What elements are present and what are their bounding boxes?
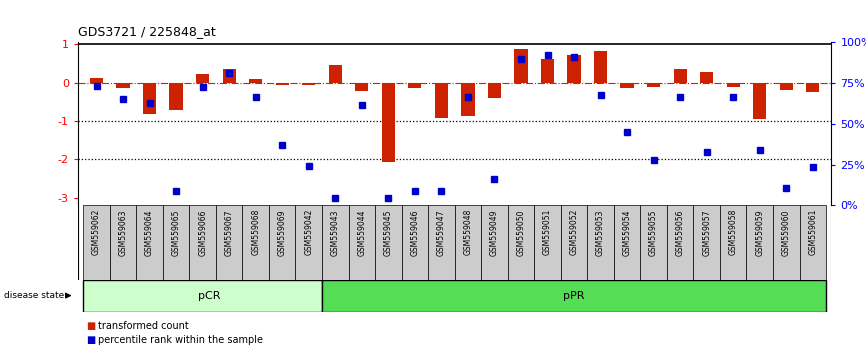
Text: GSM559053: GSM559053 bbox=[596, 209, 605, 256]
Text: GSM559061: GSM559061 bbox=[808, 209, 818, 256]
Bar bbox=[136, 205, 163, 280]
Text: GSM559064: GSM559064 bbox=[145, 209, 154, 256]
Bar bbox=[375, 205, 402, 280]
Text: GSM559042: GSM559042 bbox=[304, 209, 313, 256]
Text: GSM559065: GSM559065 bbox=[171, 209, 181, 256]
Bar bbox=[275, 83, 289, 85]
Bar bbox=[455, 205, 481, 280]
Text: GSM559062: GSM559062 bbox=[92, 209, 101, 256]
Bar bbox=[561, 205, 587, 280]
Text: GSM559056: GSM559056 bbox=[675, 209, 685, 256]
Text: GSM559046: GSM559046 bbox=[410, 209, 419, 256]
Text: GSM559063: GSM559063 bbox=[119, 209, 127, 256]
Text: GSM559067: GSM559067 bbox=[224, 209, 234, 256]
Text: GSM559048: GSM559048 bbox=[463, 209, 473, 256]
Text: GSM559044: GSM559044 bbox=[358, 209, 366, 256]
Text: pCR: pCR bbox=[198, 291, 221, 301]
Bar bbox=[773, 205, 799, 280]
Text: GSM559057: GSM559057 bbox=[702, 209, 711, 256]
Bar bbox=[806, 83, 819, 92]
Text: GSM559050: GSM559050 bbox=[516, 209, 526, 256]
Text: GSM559068: GSM559068 bbox=[251, 209, 260, 256]
Bar bbox=[402, 205, 428, 280]
Bar bbox=[694, 205, 720, 280]
Bar bbox=[90, 78, 103, 83]
Bar bbox=[83, 205, 110, 280]
Bar bbox=[116, 83, 130, 88]
Text: GSM559066: GSM559066 bbox=[198, 209, 207, 256]
Bar bbox=[720, 205, 746, 280]
Bar bbox=[674, 69, 687, 83]
Bar bbox=[514, 49, 527, 83]
Text: transformed count: transformed count bbox=[98, 321, 189, 331]
Bar bbox=[753, 83, 766, 119]
Bar bbox=[348, 205, 375, 280]
Bar bbox=[242, 205, 269, 280]
Text: GSM559047: GSM559047 bbox=[436, 209, 446, 256]
Bar bbox=[223, 69, 236, 83]
Bar bbox=[295, 205, 322, 280]
Bar bbox=[534, 205, 561, 280]
Bar bbox=[667, 205, 694, 280]
Text: GSM559058: GSM559058 bbox=[728, 209, 738, 256]
Bar bbox=[269, 205, 295, 280]
Bar bbox=[322, 280, 826, 312]
Text: GSM559051: GSM559051 bbox=[543, 209, 552, 256]
Bar bbox=[640, 205, 667, 280]
Bar bbox=[567, 55, 581, 83]
Text: GSM559054: GSM559054 bbox=[623, 209, 631, 256]
Bar bbox=[408, 83, 422, 88]
Bar bbox=[700, 72, 714, 83]
Text: GSM559045: GSM559045 bbox=[384, 209, 393, 256]
Bar bbox=[196, 74, 210, 83]
Text: disease state: disease state bbox=[4, 291, 65, 300]
Bar bbox=[163, 205, 190, 280]
Bar bbox=[322, 205, 348, 280]
Bar bbox=[541, 58, 554, 83]
Bar bbox=[779, 83, 793, 90]
Bar bbox=[620, 83, 634, 88]
Bar bbox=[355, 83, 368, 91]
Bar bbox=[435, 83, 448, 118]
Bar bbox=[302, 83, 315, 85]
Text: GSM559049: GSM559049 bbox=[490, 209, 499, 256]
Text: GSM559059: GSM559059 bbox=[755, 209, 764, 256]
Bar bbox=[328, 65, 342, 83]
Text: percentile rank within the sample: percentile rank within the sample bbox=[98, 335, 263, 345]
Bar bbox=[382, 83, 395, 162]
Bar bbox=[83, 280, 322, 312]
Bar bbox=[143, 83, 156, 114]
Text: GSM559043: GSM559043 bbox=[331, 209, 339, 256]
Text: ■: ■ bbox=[87, 335, 96, 345]
Text: GSM559060: GSM559060 bbox=[782, 209, 791, 256]
Bar bbox=[216, 205, 242, 280]
Bar bbox=[190, 205, 216, 280]
Bar bbox=[170, 83, 183, 110]
Bar bbox=[110, 205, 136, 280]
Bar bbox=[428, 205, 455, 280]
Bar bbox=[799, 205, 826, 280]
Text: ■: ■ bbox=[87, 321, 96, 331]
Text: GDS3721 / 225848_at: GDS3721 / 225848_at bbox=[78, 25, 216, 38]
Bar bbox=[481, 205, 507, 280]
Bar bbox=[488, 83, 501, 98]
Bar bbox=[614, 205, 640, 280]
Text: GSM559052: GSM559052 bbox=[570, 209, 578, 256]
Text: GSM559055: GSM559055 bbox=[650, 209, 658, 256]
Text: GSM559069: GSM559069 bbox=[278, 209, 287, 256]
Bar bbox=[587, 205, 614, 280]
Bar bbox=[462, 83, 475, 116]
Bar bbox=[647, 83, 660, 87]
Text: pPR: pPR bbox=[563, 291, 585, 301]
Bar bbox=[507, 205, 534, 280]
Bar bbox=[727, 83, 740, 86]
Bar bbox=[594, 51, 607, 83]
Bar bbox=[746, 205, 773, 280]
Bar bbox=[249, 79, 262, 83]
